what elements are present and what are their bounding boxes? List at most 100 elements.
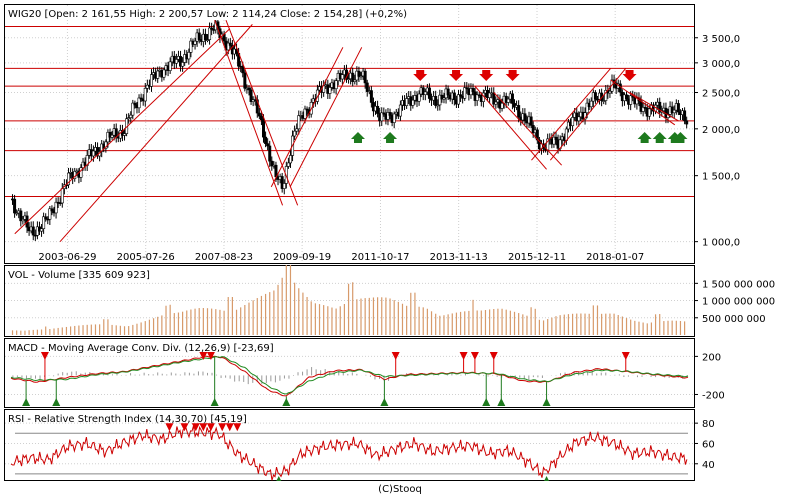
price-candle-body xyxy=(54,201,58,214)
price-candle-body xyxy=(552,136,556,145)
price-panel: 3 500,0 3 000,0 2 500,0 2 000,0 1 500,0 1 000… xyxy=(4,4,796,264)
price-candle-body xyxy=(60,188,64,204)
rsi-line xyxy=(10,425,688,481)
price-candle-body xyxy=(315,89,319,102)
price-candle-body xyxy=(438,94,442,106)
price-candle-body xyxy=(270,160,274,167)
price-candle-body xyxy=(247,87,251,91)
price-candle-body xyxy=(475,94,479,101)
price-candle-body xyxy=(193,40,197,45)
price-candle-body xyxy=(523,113,527,122)
price-candle-body xyxy=(19,210,23,222)
price-candle-body xyxy=(672,109,676,114)
macd-title: MACD - Moving Average Conv. Div. (12,26,… xyxy=(8,343,274,354)
price-candle-body xyxy=(259,115,263,121)
price-candle-body xyxy=(257,112,261,117)
price-candle-body xyxy=(571,117,575,127)
price-candle-body xyxy=(417,93,421,102)
price-candle-body xyxy=(127,117,131,120)
price-candle-body xyxy=(577,116,581,122)
volume-y-tick-label: 1 500 000 000 xyxy=(702,279,775,290)
price-candle-body xyxy=(249,89,253,102)
price-candle-body xyxy=(203,33,207,40)
price-candle-body xyxy=(411,99,415,106)
sell-triangle-icon xyxy=(206,423,215,432)
sell-arrow-icon xyxy=(622,70,637,81)
price-candle-body xyxy=(241,66,245,74)
buy-triangle-icon xyxy=(482,398,491,406)
price-candle-body xyxy=(456,94,460,105)
price-candle-body xyxy=(67,172,71,186)
price-candle-body xyxy=(554,136,558,140)
price-candle-body xyxy=(189,40,193,53)
buy-triangle-icon xyxy=(497,398,506,406)
price-candle-body xyxy=(589,100,593,108)
rsi-y-tick-label: 40 xyxy=(702,460,715,471)
price-candle-body xyxy=(459,94,463,97)
price-candle-body xyxy=(595,98,599,101)
price-candle-body xyxy=(21,219,25,222)
price-candle-body xyxy=(145,84,149,89)
sell-triangle-icon xyxy=(180,423,189,432)
buy-triangle-icon xyxy=(210,398,219,406)
volume-panel: 1 500 000 000 1 000 000 000 500 000 000 VO… xyxy=(4,244,796,337)
price-y-tick-label: 1 000,0 xyxy=(702,238,740,249)
price-candle-body xyxy=(303,108,307,119)
buy-triangle-icon xyxy=(380,398,389,406)
price-candle-body xyxy=(181,62,185,67)
price-candle-body xyxy=(436,104,440,107)
sell-arrow-icon xyxy=(505,70,520,81)
price-x-tick-label: 2011-10-17 xyxy=(351,252,409,263)
price-trend-channel xyxy=(531,68,612,161)
price-candle-body xyxy=(44,216,48,220)
sell-arrow-icon xyxy=(413,70,428,81)
price-candle-body xyxy=(262,119,266,138)
price-candle-body xyxy=(376,105,380,114)
copyright-label: (C)Stooq xyxy=(378,484,422,495)
price-candle-body xyxy=(328,87,332,94)
price-candle-body xyxy=(205,39,209,41)
price-candle-body xyxy=(641,107,645,112)
price-candle-body xyxy=(593,92,597,100)
price-candle-body xyxy=(149,74,153,87)
price-candle-body xyxy=(517,105,521,118)
price-candle-body xyxy=(380,112,384,122)
macd-y-tick-label: 200 xyxy=(702,352,721,363)
price-candle-body xyxy=(13,198,17,214)
rsi-panel: 80 60 40 RSI - Relative Strength Index (14… xyxy=(4,409,796,484)
buy-arrow-icon xyxy=(350,132,365,143)
price-title: WIG20 [Open: 2 161,55 High: 2 200,57 Low… xyxy=(8,9,407,20)
price-candle-body xyxy=(79,167,83,178)
sell-triangle-icon xyxy=(206,352,215,360)
sell-triangle-icon xyxy=(218,423,227,432)
price-candle-body xyxy=(15,212,19,215)
price-y-tick-label: 3 000,0 xyxy=(702,59,740,70)
sell-triangle-icon xyxy=(621,352,630,360)
price-candle-body xyxy=(625,94,629,100)
price-candle-body xyxy=(297,115,301,130)
price-candle-body xyxy=(423,91,427,95)
macd-panel: 200 -200 MACD - Moving Average Conv. Div.… xyxy=(4,338,796,408)
price-candle-body xyxy=(488,92,492,98)
price-candle-body xyxy=(282,183,286,189)
price-candle-body xyxy=(305,108,309,111)
price-candle-body xyxy=(500,102,504,109)
price-candle-body xyxy=(535,129,539,141)
sell-triangle-icon xyxy=(391,352,400,360)
price-trend-channel xyxy=(289,47,363,188)
price-trend-channel xyxy=(493,92,563,166)
price-candle-body xyxy=(427,87,431,99)
sell-arrow-icon xyxy=(479,70,494,81)
price-candle-body xyxy=(608,90,612,94)
price-candle-body xyxy=(266,143,270,147)
price-candle-body xyxy=(197,32,201,40)
price-candle-body xyxy=(174,59,178,64)
buy-arrow-icon xyxy=(383,132,398,143)
price-candle-body xyxy=(288,155,292,164)
volume-y-tick-label: 500 000 000 xyxy=(702,314,766,325)
buy-arrow-icon xyxy=(652,132,667,143)
price-candle-body xyxy=(48,208,52,220)
sell-triangle-icon xyxy=(225,423,234,432)
price-candle-body xyxy=(434,96,438,106)
price-candle-body xyxy=(446,88,450,96)
